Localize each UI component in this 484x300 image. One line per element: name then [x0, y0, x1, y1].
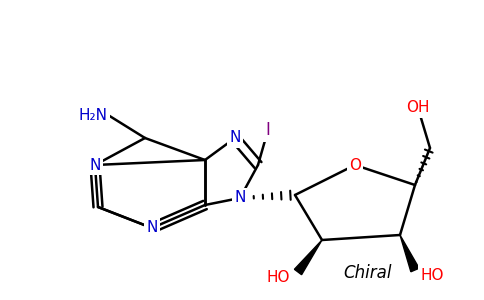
Text: O: O	[349, 158, 361, 172]
Text: OH: OH	[406, 100, 430, 116]
Text: H₂N: H₂N	[79, 107, 108, 122]
Text: I: I	[266, 121, 271, 139]
Text: N: N	[146, 220, 158, 236]
Text: Chiral: Chiral	[344, 264, 392, 282]
Polygon shape	[400, 235, 419, 272]
Text: N: N	[229, 130, 241, 146]
Text: N: N	[90, 158, 101, 172]
Polygon shape	[294, 240, 322, 275]
Text: HO: HO	[420, 268, 443, 283]
Text: N: N	[234, 190, 246, 206]
Text: HO: HO	[267, 269, 290, 284]
